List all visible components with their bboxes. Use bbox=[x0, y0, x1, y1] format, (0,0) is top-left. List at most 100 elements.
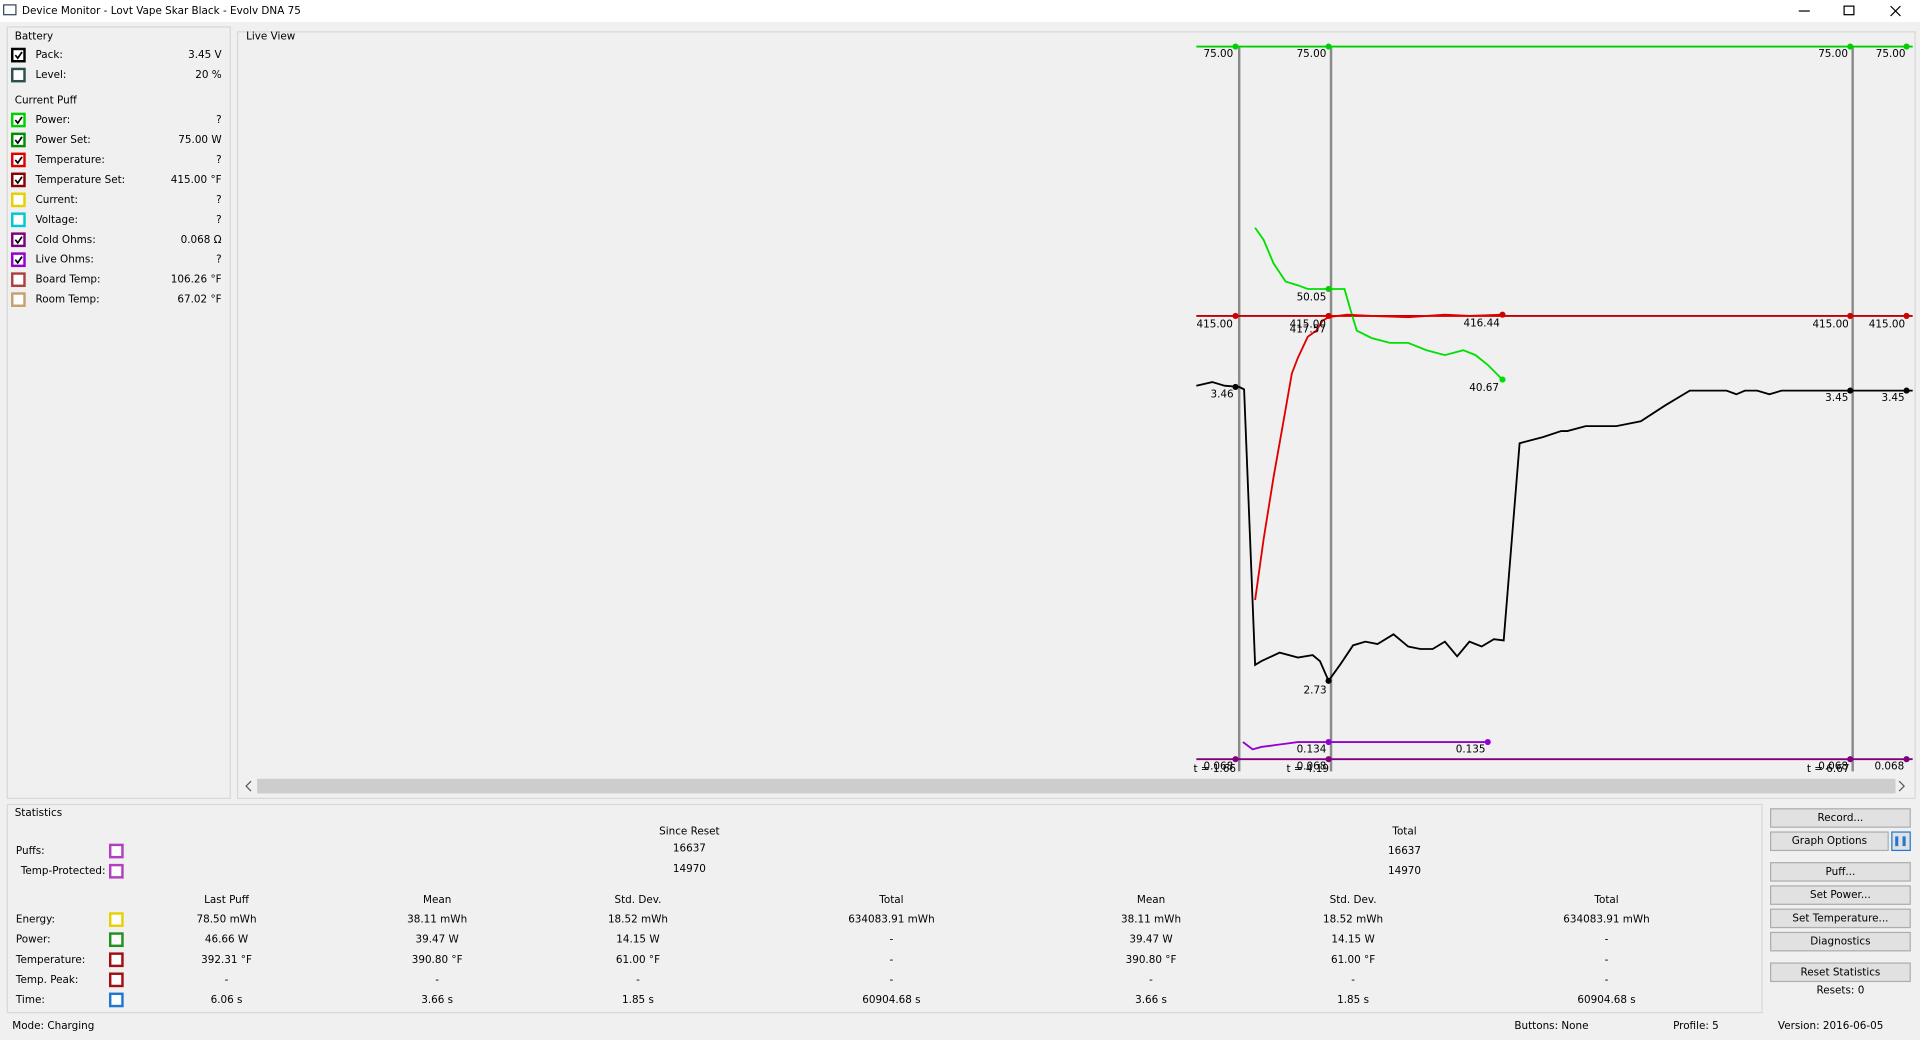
column-header: Std. Dev. bbox=[1330, 894, 1377, 906]
checkbox[interactable] bbox=[11, 212, 26, 228]
scrollbar-thumb[interactable] bbox=[257, 778, 1896, 794]
checkbox[interactable] bbox=[11, 252, 26, 268]
item-value: 75.00 W bbox=[178, 134, 221, 146]
button[interactable] bbox=[1770, 831, 1889, 852]
checkbox[interactable] bbox=[11, 272, 26, 288]
checkbox[interactable] bbox=[11, 132, 26, 148]
graph-label: 0.068 bbox=[1818, 761, 1848, 773]
cell: - bbox=[1605, 954, 1609, 966]
item-value: ? bbox=[216, 194, 222, 206]
cell: - bbox=[435, 974, 439, 986]
button[interactable] bbox=[1770, 885, 1911, 905]
checkbox[interactable] bbox=[11, 152, 26, 168]
marker bbox=[1232, 43, 1239, 50]
total-header: Total bbox=[1391, 825, 1416, 837]
graph-label: 50.05 bbox=[1297, 292, 1327, 304]
checkbox[interactable] bbox=[11, 172, 26, 188]
cell: 6.06 s bbox=[211, 994, 243, 1006]
button-label[interactable]: Diagnostics bbox=[1810, 936, 1870, 948]
cell: 14.15 W bbox=[1331, 934, 1374, 946]
checkbox[interactable] bbox=[11, 67, 26, 83]
item-label: Temperature: bbox=[35, 154, 105, 166]
status-version: Version: 2016-06-05 bbox=[1778, 1020, 1883, 1032]
button-label[interactable]: Set Temperature... bbox=[1792, 912, 1888, 924]
item-label: Voltage: bbox=[36, 214, 78, 226]
checkbox[interactable] bbox=[108, 992, 124, 1008]
item-value: 67.02 °F bbox=[177, 294, 221, 306]
left-panel bbox=[6, 26, 231, 799]
temperature-line bbox=[1254, 313, 1503, 601]
checkbox[interactable] bbox=[108, 912, 124, 927]
check-mark bbox=[14, 236, 23, 245]
button-label[interactable]: Reset Statistics bbox=[1801, 966, 1881, 978]
button[interactable] bbox=[1770, 808, 1911, 828]
checkbox[interactable] bbox=[11, 112, 26, 128]
total-value: 14970 bbox=[1388, 865, 1421, 877]
item-label: Power: bbox=[36, 114, 71, 126]
button-label[interactable]: Set Power... bbox=[1810, 889, 1871, 901]
check-mark bbox=[14, 176, 23, 185]
status-mode: Mode: Charging bbox=[12, 1020, 94, 1032]
pause-button[interactable] bbox=[1891, 831, 1911, 852]
checkbox[interactable] bbox=[108, 952, 124, 968]
cell: 1.85 s bbox=[622, 994, 654, 1006]
statistics-panel bbox=[6, 803, 1763, 1014]
item-label: Current: bbox=[36, 194, 79, 206]
restore-button[interactable] bbox=[1843, 5, 1855, 16]
item-value: 106.26 °F bbox=[171, 274, 222, 286]
graph-label: 75.00 bbox=[1204, 48, 1234, 60]
button-label[interactable]: Record... bbox=[1818, 812, 1864, 824]
column-header: Last Puff bbox=[204, 894, 250, 906]
button[interactable] bbox=[1770, 962, 1911, 983]
marker bbox=[1903, 387, 1910, 394]
button[interactable] bbox=[1770, 908, 1911, 929]
checkbox[interactable] bbox=[108, 863, 124, 879]
count-label: Puffs: bbox=[16, 845, 45, 857]
total-value: 16637 bbox=[1388, 845, 1421, 857]
cell: - bbox=[1605, 934, 1609, 946]
graph-label: t = 6.67 bbox=[1807, 763, 1850, 775]
checkbox[interactable] bbox=[11, 292, 26, 307]
since-reset-value: 14970 bbox=[673, 863, 706, 875]
cell: 390.80 °F bbox=[412, 954, 463, 966]
cell: - bbox=[890, 934, 894, 946]
checkbox[interactable] bbox=[108, 972, 124, 988]
since-reset-header: Since Reset bbox=[659, 825, 720, 837]
cell: 60904.68 s bbox=[1577, 994, 1635, 1006]
cell: 634083.91 mWh bbox=[1563, 914, 1649, 926]
row-label: Energy: bbox=[16, 914, 55, 926]
cell: - bbox=[1605, 974, 1609, 986]
checkbox[interactable] bbox=[11, 192, 26, 208]
cell: - bbox=[1351, 974, 1355, 986]
markers bbox=[1232, 43, 1910, 763]
row-label: Power: bbox=[16, 934, 51, 946]
marker bbox=[1847, 756, 1854, 763]
column-header: Std. Dev. bbox=[615, 894, 662, 906]
button[interactable] bbox=[1770, 862, 1911, 882]
button-label[interactable]: Puff... bbox=[1826, 866, 1856, 878]
cell: - bbox=[225, 974, 229, 986]
marker bbox=[1325, 285, 1332, 293]
checkbox[interactable] bbox=[108, 843, 124, 859]
close-button[interactable] bbox=[1890, 5, 1901, 17]
item-value: ? bbox=[216, 214, 222, 226]
row-label: Temperature: bbox=[15, 954, 85, 966]
marker bbox=[1484, 738, 1491, 746]
power-line bbox=[1254, 227, 1504, 381]
item-value: 20 % bbox=[195, 69, 222, 81]
button-label[interactable]: Graph Options bbox=[1792, 835, 1867, 847]
button[interactable] bbox=[1770, 931, 1911, 952]
graph-label: 75.00 bbox=[1818, 48, 1848, 60]
marker bbox=[1232, 383, 1239, 391]
checkbox[interactable] bbox=[11, 232, 26, 248]
checkbox[interactable] bbox=[11, 47, 26, 63]
window-title: Device Monitor - Lovt Vape Skar Black - … bbox=[22, 5, 301, 17]
graph-label: 415.00 bbox=[1290, 318, 1326, 330]
live-view-panel bbox=[236, 31, 1916, 799]
scroll-arrows[interactable] bbox=[245, 780, 1905, 792]
graph-label: 3.45 bbox=[1825, 392, 1848, 404]
checkbox[interactable] bbox=[108, 932, 124, 948]
cell: 46.66 W bbox=[205, 934, 248, 946]
